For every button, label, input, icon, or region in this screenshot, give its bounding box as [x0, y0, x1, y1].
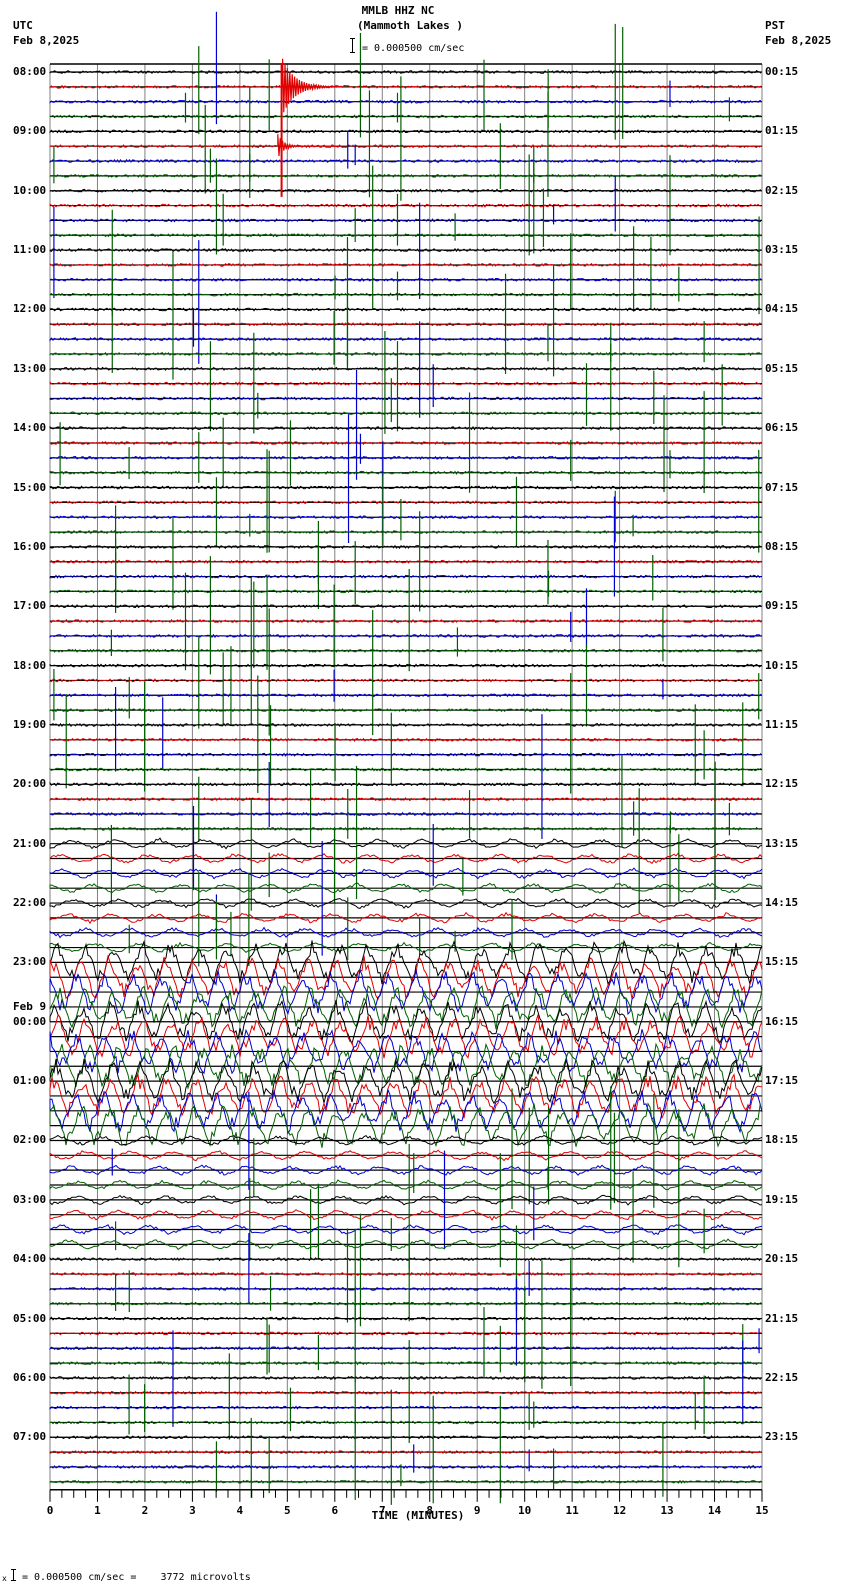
utc-hour-label: 21:00 [13, 836, 47, 850]
footer-scale-prefix: x [2, 1574, 7, 1583]
utc-hour-label: 14:00 [13, 421, 47, 435]
utc-hour-label: 02:00 [13, 1133, 47, 1147]
x-tick-label: 5 [284, 1503, 291, 1517]
pst-hour-label: 10:15 [765, 658, 799, 672]
pst-hour-label: 21:15 [765, 1311, 799, 1325]
utc-hour-label: 04:00 [13, 1252, 47, 1266]
date-change-label: Feb 9 [13, 999, 47, 1013]
x-tick-label: 11 [565, 1503, 579, 1517]
x-tick-label: 9 [473, 1503, 481, 1517]
utc-hour-label: 13:00 [13, 361, 47, 375]
x-tick-label: 10 [518, 1503, 532, 1517]
footer-scale-bar-icon [11, 1569, 16, 1581]
pst-hour-label: 05:15 [765, 361, 799, 375]
utc-hour-label: 08:00 [13, 65, 47, 78]
pst-hour-label: 11:15 [765, 717, 799, 731]
utc-hour-label: 12:00 [13, 302, 47, 316]
x-tick-label: 0 [46, 1503, 54, 1517]
pst-hour-label: 02:15 [765, 183, 799, 197]
utc-hour-label: 19:00 [13, 717, 47, 731]
utc-hour-label: 07:00 [13, 1430, 47, 1444]
utc-hour-label: 00:00 [13, 1014, 47, 1028]
utc-hour-label: 20:00 [13, 777, 47, 791]
pst-hour-label: 08:15 [765, 539, 799, 553]
utc-hour-label: 15:00 [13, 480, 47, 494]
left-timezone-label: UTC [13, 19, 33, 32]
utc-hour-label: 22:00 [13, 896, 47, 910]
x-tick-label: 13 [660, 1503, 674, 1517]
right-date-label: Feb 8,2025 [765, 34, 832, 47]
utc-hour-label: 23:00 [13, 955, 47, 969]
pst-hour-label: 03:15 [765, 243, 799, 257]
utc-hour-label: 06:00 [13, 1370, 47, 1384]
x-tick-label: 6 [331, 1503, 339, 1517]
pst-hour-label: 04:15 [765, 302, 799, 316]
pst-hour-label: 23:15 [765, 1430, 799, 1444]
utc-hour-label: 10:00 [13, 183, 47, 197]
pst-hour-label: 06:15 [765, 421, 799, 435]
utc-hour-label: 05:00 [13, 1311, 47, 1325]
pst-hour-label: 09:15 [765, 599, 799, 613]
pst-hour-label: 19:15 [765, 1192, 799, 1206]
pst-hour-label: 01:15 [765, 124, 799, 138]
x-tick-label: 7 [378, 1503, 386, 1517]
utc-hour-label: 09:00 [13, 124, 47, 138]
pst-hour-label: 07:15 [765, 480, 799, 494]
scale-text: = 0.000500 cm/sec [362, 43, 465, 54]
pst-hour-label: 12:15 [765, 777, 799, 791]
pst-hour-label: 00:15 [765, 65, 799, 78]
footer-scale-text: = 0.000500 cm/sec = 3772 microvolts [22, 1572, 251, 1583]
utc-hour-label: 01:00 [13, 1074, 47, 1088]
pst-hour-label: 18:15 [765, 1133, 799, 1147]
x-tick-label: 2 [141, 1503, 149, 1517]
x-tick-label: 14 [707, 1503, 722, 1517]
right-timezone-label: PST [765, 19, 785, 32]
utc-hour-label: 18:00 [13, 658, 47, 672]
pst-hour-label: 22:15 [765, 1370, 799, 1384]
utc-hour-label: 03:00 [13, 1192, 47, 1206]
utc-hour-label: 16:00 [13, 539, 47, 553]
x-tick-label: 3 [189, 1503, 196, 1517]
scale-bar-icon [350, 38, 355, 53]
left-date-label: Feb 8,2025 [13, 34, 80, 47]
x-tick-label: 1 [94, 1503, 101, 1517]
pst-hour-label: 20:15 [765, 1252, 799, 1266]
x-tick-label: 4 [236, 1503, 244, 1517]
pst-hour-label: 13:15 [765, 836, 799, 850]
pst-hour-label: 14:15 [765, 896, 799, 910]
utc-hour-label: 11:00 [13, 243, 47, 257]
pst-hour-label: 17:15 [765, 1074, 799, 1088]
pst-hour-label: 15:15 [765, 955, 799, 969]
station-title: MMLB HHZ NC [361, 4, 435, 17]
utc-hour-label: 17:00 [13, 599, 47, 613]
pst-hour-label: 16:15 [765, 1014, 799, 1028]
x-tick-label: 15 [755, 1503, 769, 1517]
station-location: (Mammoth Lakes ) [357, 19, 463, 32]
x-tick-label: 12 [612, 1503, 627, 1517]
x-axis-title: TIME (MINUTES) [371, 1509, 465, 1522]
x-tick-label: 8 [426, 1503, 434, 1517]
